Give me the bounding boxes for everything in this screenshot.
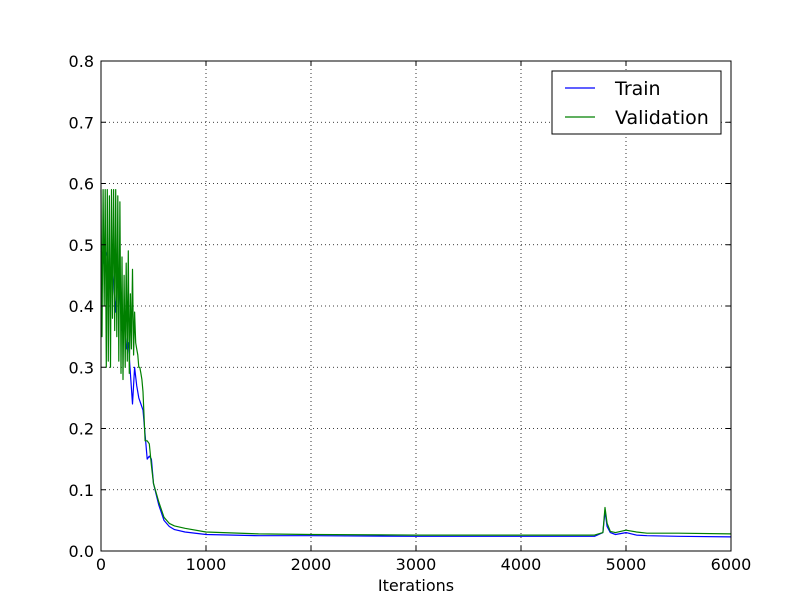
legend-label-train: Train bbox=[614, 78, 661, 100]
axis-ticks: 0 1000 2000 3000 4000 5000 6000 0.0 0.1 0.2 0.3 0.4… bbox=[69, 52, 752, 574]
y-tick-label: 0.7 bbox=[69, 113, 94, 132]
series-line-validation bbox=[100, 189, 732, 536]
x-tick-label: 0 bbox=[96, 555, 106, 574]
x-tick-label: 2000 bbox=[291, 555, 332, 574]
x-tick-label: 5000 bbox=[606, 555, 647, 574]
x-tick-label: 1000 bbox=[186, 555, 227, 574]
x-tick-label: 4000 bbox=[501, 555, 542, 574]
y-tick-label: 0.2 bbox=[69, 420, 94, 439]
y-tick-label: 0.5 bbox=[69, 236, 94, 255]
y-tick-label: 0.1 bbox=[69, 481, 94, 500]
y-tick-label: 0.3 bbox=[69, 358, 94, 377]
x-axis-label: Iterations bbox=[378, 576, 454, 595]
y-tick-label: 0.0 bbox=[69, 542, 94, 561]
legend-label-validation: Validation bbox=[615, 107, 709, 129]
legend: Train Validation bbox=[551, 70, 722, 135]
y-tick-label: 0.8 bbox=[69, 52, 94, 71]
x-tick-label: 3000 bbox=[396, 555, 437, 574]
series-layer bbox=[100, 189, 732, 538]
y-tick-label: 0.6 bbox=[69, 175, 94, 194]
x-tick-label: 6000 bbox=[711, 555, 752, 574]
legend-box bbox=[551, 70, 722, 135]
y-tick-label: 0.4 bbox=[69, 297, 94, 316]
